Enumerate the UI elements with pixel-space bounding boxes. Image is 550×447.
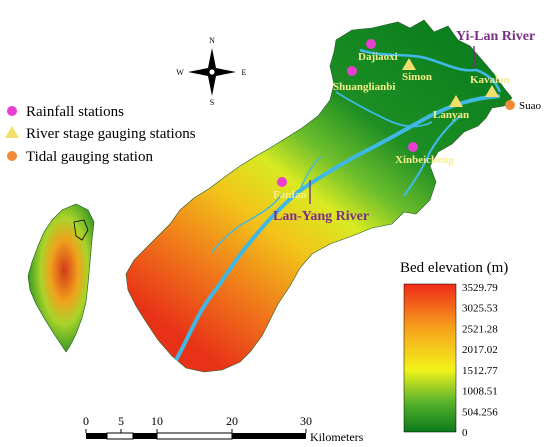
- elevation-tick-label: 1512.77: [462, 365, 498, 377]
- tributary: [211, 193, 283, 253]
- compass-s: S: [210, 98, 214, 107]
- tributary: [403, 115, 461, 197]
- taiwan-inset: [27, 203, 95, 353]
- river-stage-station-marker: [402, 58, 416, 70]
- compass-n: N: [209, 36, 215, 45]
- scale-tick-30: 30: [300, 414, 312, 428]
- elevation-tick-label: 2017.02: [462, 344, 498, 356]
- compass-rose: [188, 48, 236, 96]
- station-label-xinbeicheng: Xinbeicheng: [395, 154, 454, 166]
- scale-tick-20: 20: [226, 414, 238, 428]
- compass-e: E: [242, 68, 247, 77]
- scale-tick-10: 10: [151, 414, 163, 428]
- river-stage-station-marker: [485, 85, 499, 97]
- legend-rainfall-label: Rainfall stations: [26, 104, 124, 120]
- rainfall-station-marker: [366, 39, 376, 49]
- legend-tidal-label: Tidal gauging station: [26, 149, 153, 165]
- tributary: [299, 155, 323, 191]
- elevation-legend-title: Bed elevation (m): [400, 260, 508, 276]
- taiwan-inset-basin-outline: [73, 219, 89, 241]
- yilan-river-channel: [359, 48, 502, 93]
- watershed-basin: [125, 19, 513, 373]
- compass-w: W: [176, 68, 184, 77]
- scale-unit: Kilometers: [310, 430, 364, 444]
- river-stage-station-marker: [449, 95, 463, 107]
- rainfall-station-marker: [277, 177, 287, 187]
- scale-tick-5: 5: [118, 414, 124, 428]
- rainfall-station-marker: [408, 142, 418, 152]
- legend-river-stage-label: River stage gauging stations: [26, 126, 196, 142]
- station-label-shuanglianbi: Shuanglianbi: [333, 81, 395, 93]
- station-label-fanfan: Fanfan: [273, 189, 307, 201]
- legend-tidal-symbol: [7, 151, 17, 161]
- elevation-tick-label: 2521.28: [462, 323, 498, 335]
- tidal-station-marker: [505, 100, 515, 110]
- tributary: [335, 91, 433, 128]
- elevation-tick-label: 0: [462, 427, 468, 439]
- elevation-tick-labels: 3529.79 3025.53 2521.28 2017.02 1512.77 1008.…: [462, 282, 498, 439]
- scale-tick-0: 0: [83, 414, 89, 428]
- station-label-dajiaoxi: Dajiaoxi: [358, 51, 398, 63]
- station-label-lanyan: Lanyan: [433, 109, 469, 121]
- legend-river-stage-symbol: [5, 126, 19, 138]
- legend-rainfall-symbol: [7, 106, 17, 116]
- rainfall-station-marker: [347, 66, 357, 76]
- station-label-kavalan: Kavalan: [470, 74, 510, 86]
- elevation-colorbar: [403, 283, 457, 433]
- station-label-simon: Simon: [402, 71, 432, 83]
- river-label-lanyang: Lan-Yang River: [273, 209, 369, 224]
- lanyang-river-channel: [174, 94, 501, 361]
- scale-bar: [85, 429, 307, 440]
- station-label-suao: Suao: [519, 100, 542, 112]
- elevation-tick-label: 1008.51: [462, 386, 498, 398]
- elevation-tick-label: 504.256: [462, 406, 498, 418]
- elevation-tick-label: 3025.53: [462, 303, 498, 315]
- elevation-tick-label: 3529.79: [462, 282, 498, 294]
- river-label-yilan: Yi-Lan River: [456, 29, 535, 44]
